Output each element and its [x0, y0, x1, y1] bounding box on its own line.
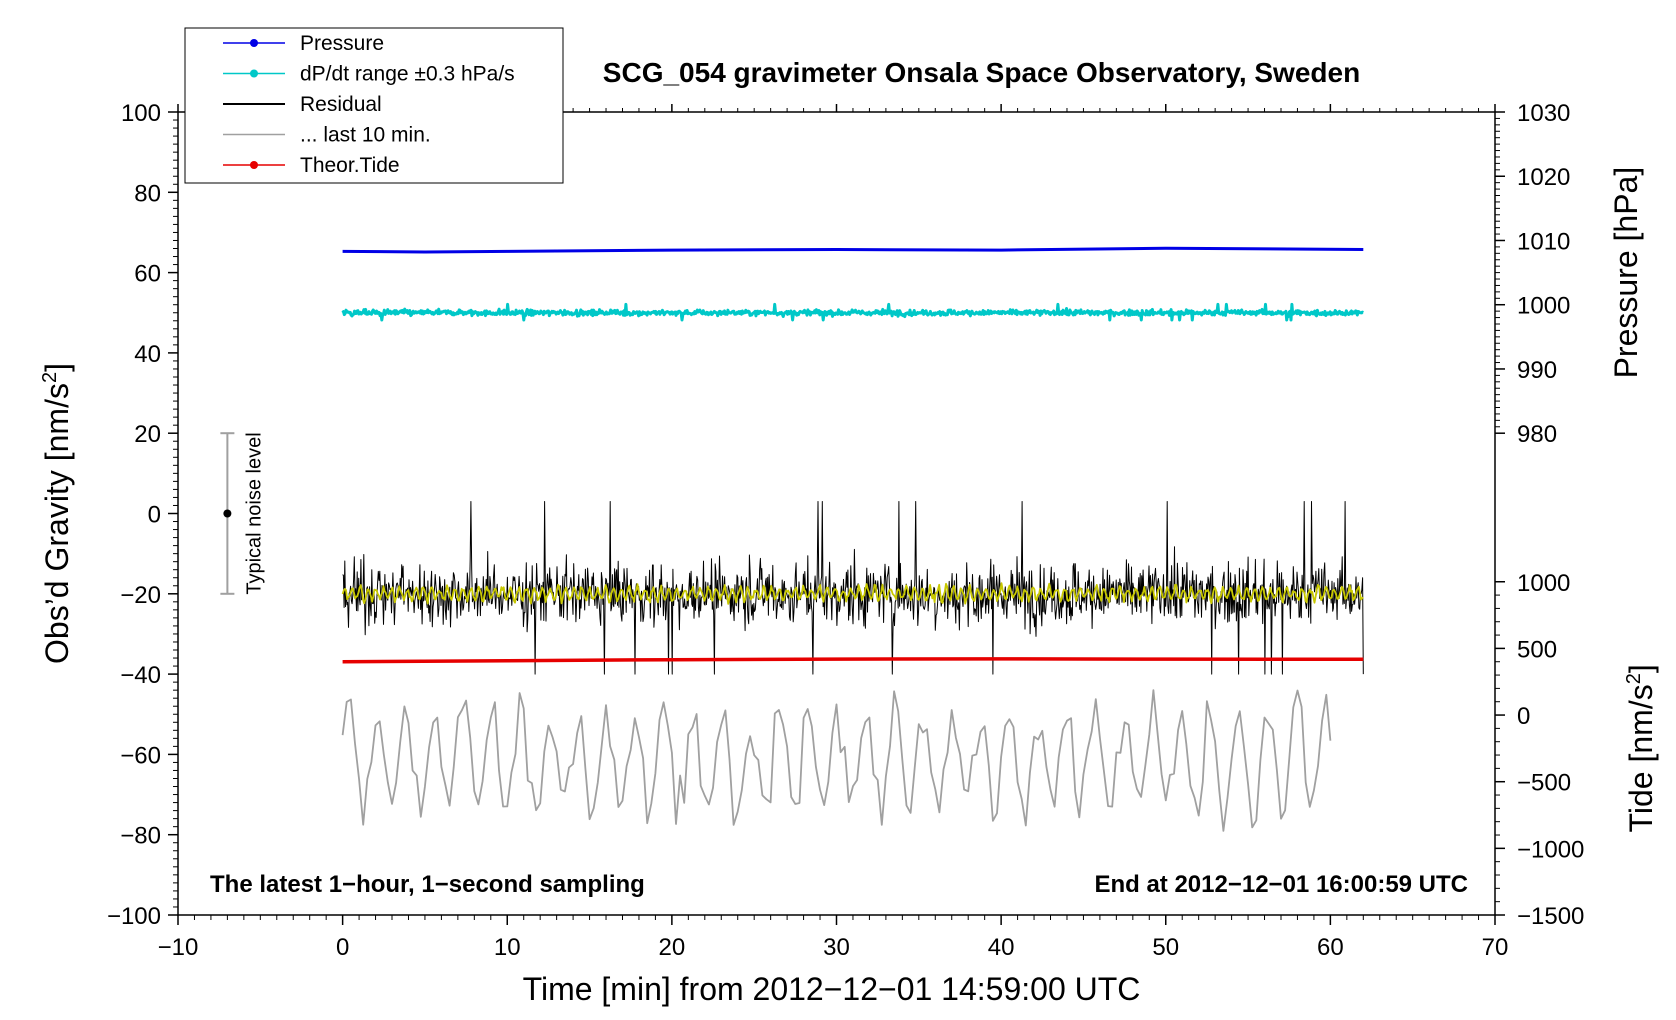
series-line-dp-dt-range-0-3-hpa-s — [341, 302, 1364, 322]
y-tick-label: −20 — [120, 582, 161, 609]
y-axis-title-pressure: Pressure [hPa] — [1608, 167, 1644, 379]
pressure-tick-label: 1030 — [1517, 100, 1570, 127]
series-line-residual — [342, 501, 1364, 675]
tide-tick-label: −1500 — [1517, 903, 1584, 930]
annotation-sampling: The latest 1−hour, 1−second sampling — [210, 871, 645, 898]
x-tick-label: −10 — [158, 934, 199, 961]
chart-title: SCG_054 gravimeter Onsala Space Observat… — [603, 57, 1360, 88]
y-tick-label: 60 — [134, 261, 161, 288]
series-line-theor-tide — [342, 657, 1364, 664]
pressure-tick-label: 990 — [1517, 357, 1557, 384]
y-tick-label: 20 — [134, 421, 161, 448]
x-tick-label: 70 — [1482, 934, 1509, 961]
y-tick-label: 80 — [134, 180, 161, 207]
series-line-residual-smoothed — [341, 582, 1364, 605]
y-axis-title-gravity: Obs’d Gravity [nm/s2] — [39, 363, 75, 664]
y-tick-label: −40 — [120, 662, 161, 689]
y-tick-label: −60 — [120, 742, 161, 769]
labels-layer: SCG_054 gravimeter Onsala Space Observat… — [39, 57, 1659, 1007]
y-tick-label: −100 — [107, 903, 161, 930]
tide-tick-label: −500 — [1517, 770, 1571, 797]
legend-box — [184, 27, 564, 184]
legend-label: ... last 10 min. — [300, 124, 431, 147]
y-tick-label: 40 — [134, 341, 161, 368]
y-tick-label: 0 — [148, 502, 161, 529]
series-layer — [341, 246, 1364, 832]
y-tick-label: 100 — [121, 100, 161, 127]
tide-tick-label: 0 — [1517, 703, 1530, 730]
plot-area — [177, 111, 1496, 916]
x-tick-label: 20 — [659, 934, 686, 961]
series-line-last-10-min — [341, 689, 1332, 832]
pressure-tick-label: 1010 — [1517, 228, 1570, 255]
legend-marker — [250, 69, 258, 78]
pressure-tick-label: 980 — [1517, 421, 1557, 448]
plot-frame — [177, 111, 1496, 916]
annotation-end-time: End at 2012−12−01 16:00:59 UTC — [1094, 871, 1468, 898]
legend-label: Pressure — [300, 32, 384, 55]
x-tick-label: 30 — [823, 934, 850, 961]
legend-marker — [250, 39, 258, 47]
ticks-layer: −10 0 10 20 30 40 50 60 70−100−80−60−40−20020406… — [107, 100, 1584, 961]
series-line-pressure — [342, 246, 1364, 254]
noise-bar-center — [223, 509, 232, 518]
y-axis-title-tide: Tide [nm/s2] — [1623, 664, 1659, 832]
tide-tick-label: −1000 — [1517, 836, 1584, 863]
x-tick-label: 10 — [494, 934, 521, 961]
legend-label: dP/dt range ±0.3 hPa/s — [300, 63, 515, 86]
legend: Pressure dP/dt range ±0.3 hPa/s Residual..… — [184, 27, 564, 184]
legend-label: Theor.Tide — [300, 154, 400, 177]
pressure-tick-label: 1000 — [1517, 293, 1570, 320]
x-axis-title: Time [min] from 2012−12−01 14:59:00 UTC — [523, 971, 1141, 1007]
x-tick-label: 50 — [1152, 934, 1179, 961]
noise-level-bar — [220, 432, 235, 595]
tide-tick-label: 500 — [1517, 636, 1557, 663]
x-tick-label: 60 — [1317, 934, 1344, 961]
x-tick-label: 0 — [336, 934, 349, 961]
legend-marker — [250, 161, 258, 169]
pressure-tick-label: 1020 — [1517, 164, 1570, 191]
noise-level-label: Typical noise level — [243, 432, 265, 594]
legend-label: Residual — [300, 93, 382, 116]
y-tick-label: −80 — [120, 823, 161, 850]
tide-tick-label: 1000 — [1517, 570, 1570, 597]
x-tick-label: 40 — [988, 934, 1015, 961]
